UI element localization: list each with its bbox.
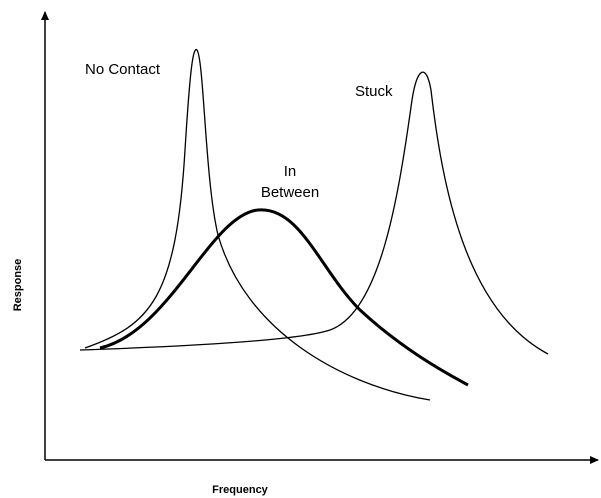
- curve-label: No Contact: [85, 61, 161, 78]
- in-between-curve: [99, 208, 469, 387]
- x-axis-label: Frequency: [212, 484, 269, 496]
- stuck-curve: [79, 71, 549, 355]
- curve-label: Stuck: [355, 83, 393, 100]
- curve-label: In: [284, 163, 297, 180]
- curve-label: Between: [261, 184, 319, 201]
- no-contact-curve: [84, 48, 431, 401]
- y-axis-label: Response: [12, 259, 24, 312]
